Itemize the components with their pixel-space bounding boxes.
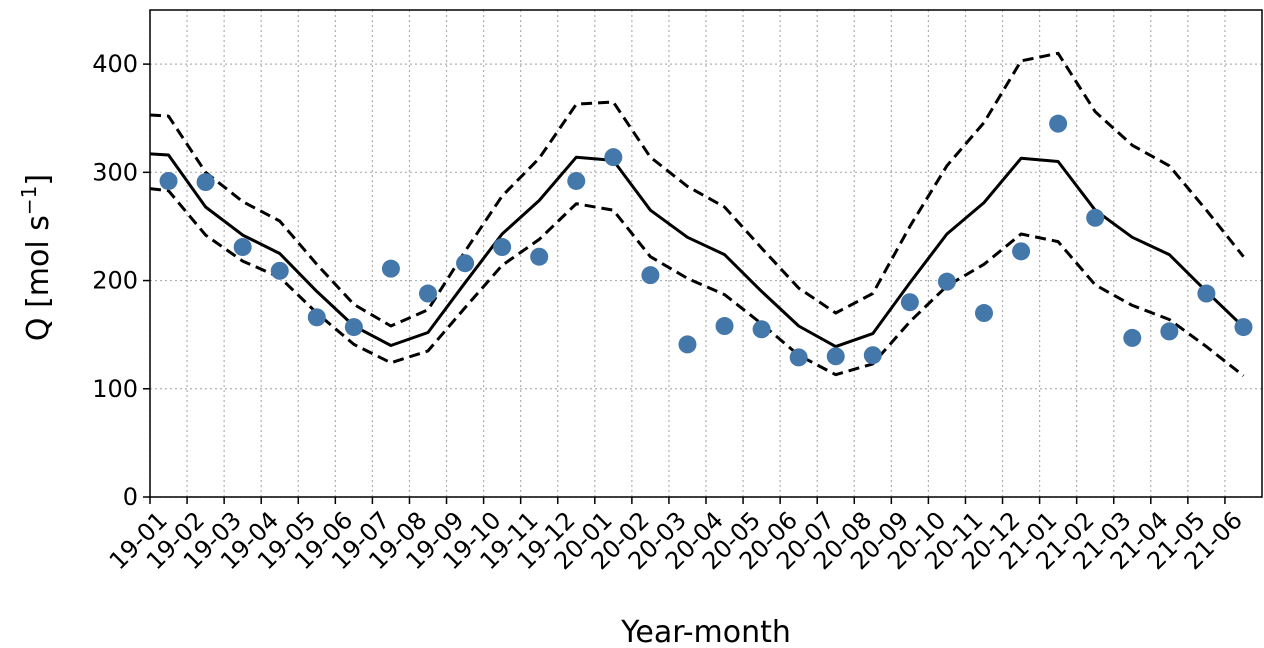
data-point [975,304,993,323]
data-point [159,171,178,190]
y-axis-label: Q [mol s−1] [17,174,56,341]
data-point [1160,322,1179,341]
data-point [826,347,845,366]
solid-line-series-0 [149,152,1245,349]
data-point [604,148,623,167]
y-tick-label: 0 [123,483,138,511]
data-point [493,238,512,257]
dashed-line-series-2 [149,187,1245,377]
data-point [530,247,549,266]
y-tick-label: 200 [92,267,138,295]
y-axis-label-suffix: ] [21,174,56,186]
y-tick-label: 100 [92,375,138,403]
data-point [1049,114,1068,133]
series-layer [149,51,1253,377]
data-point [1086,208,1105,227]
data-point [1234,318,1253,337]
data-point [1197,284,1216,303]
data-point [270,261,289,280]
data-point [233,238,252,257]
data-point [678,335,697,354]
grid-lines [149,10,1262,498]
data-point [641,266,660,285]
data-point [567,171,586,190]
data-point [1012,242,1031,261]
data-point [196,173,215,192]
y-tick-label: 400 [92,50,138,78]
data-point [937,272,956,291]
data-point [307,308,326,327]
data-point [752,320,771,339]
data-point [863,346,882,365]
data-point [344,318,363,337]
data-point [381,259,400,278]
data-point [715,317,734,336]
dashed-line-series-1 [149,51,1245,328]
data-point [900,293,919,312]
x-axis-label: Year-month [620,615,791,648]
data-point [419,284,437,303]
data-point [1123,328,1142,347]
y-axis-label-exponent: −1 [17,186,41,215]
data-point [456,254,475,273]
y-axis-label-main: Q [mol s [21,215,56,341]
plot-area-frame [149,9,1263,498]
y-tick-label: 300 [92,158,138,186]
data-point [789,348,808,367]
